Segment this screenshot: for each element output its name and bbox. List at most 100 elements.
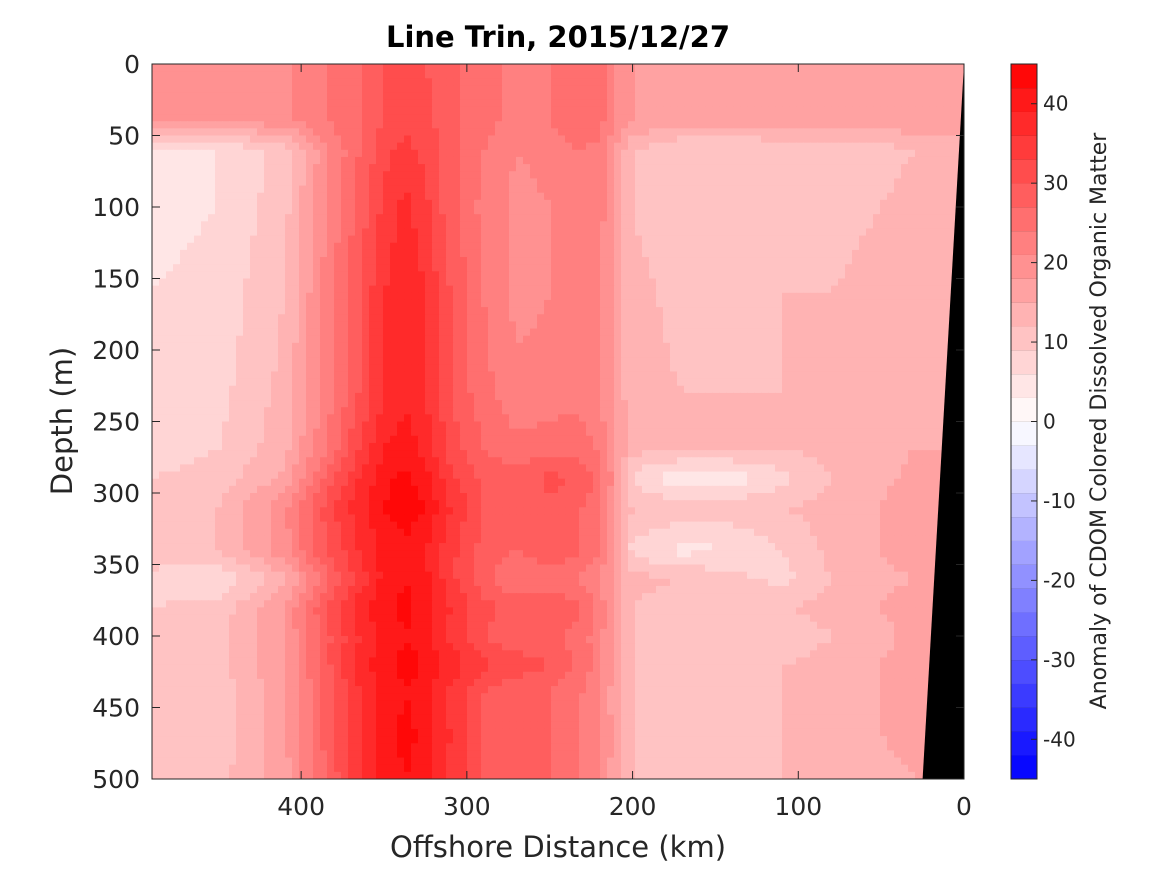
contour-cell <box>488 364 496 373</box>
contour-cell <box>348 299 356 308</box>
contour-cell <box>747 257 755 265</box>
contour-cell <box>607 264 615 272</box>
contour-cell <box>516 149 524 158</box>
contour-cell <box>677 249 685 258</box>
contour-cell <box>292 207 300 215</box>
contour-cell <box>845 214 853 222</box>
contour-cell <box>642 85 650 94</box>
contour-cell <box>558 99 566 108</box>
contour-cell <box>838 192 846 201</box>
contour-cell <box>418 357 426 365</box>
contour-cell <box>439 199 447 208</box>
contour-cell <box>824 64 832 72</box>
contour-cell <box>859 156 867 165</box>
contour-cell <box>271 106 279 115</box>
contour-cell <box>187 357 195 365</box>
contour-cell <box>348 264 356 272</box>
contour-cell <box>810 135 818 144</box>
contour-cell <box>446 342 454 351</box>
contour-cell <box>516 214 524 222</box>
contour-cell <box>432 171 440 179</box>
contour-cell <box>180 264 188 272</box>
contour-cell <box>222 292 230 301</box>
contour-cell <box>712 85 720 94</box>
contour-cell <box>173 242 181 251</box>
contour-cell <box>236 364 244 373</box>
contour-cell <box>495 228 503 237</box>
contour-cell <box>600 321 608 330</box>
contour-cell <box>859 235 867 244</box>
contour-cell <box>425 199 433 208</box>
contour-cell <box>425 335 433 344</box>
contour-cell <box>404 214 412 222</box>
contour-cell <box>474 121 482 129</box>
contour-cell <box>733 314 741 322</box>
contour-cell <box>586 192 594 201</box>
contour-cell <box>663 142 671 151</box>
contour-cell <box>866 350 874 358</box>
contour-cell <box>803 228 811 237</box>
contour-cell <box>180 85 188 94</box>
contour-cell <box>292 271 300 280</box>
contour-cell <box>285 64 293 72</box>
contour-cell <box>215 164 223 172</box>
contour-cell <box>215 235 223 244</box>
contour-cell <box>838 164 846 172</box>
contour-cell <box>166 199 174 208</box>
contour-cell <box>943 357 951 365</box>
contour-cell <box>425 171 433 179</box>
contour-cell <box>544 71 552 79</box>
contour-cell <box>593 171 601 179</box>
contour-cell <box>362 121 370 129</box>
contour-cell <box>495 114 503 122</box>
contour-cell <box>656 207 664 215</box>
contour-cell <box>159 192 167 201</box>
contour-cell <box>873 228 881 237</box>
contour-cell <box>495 164 503 172</box>
contour-cell <box>670 149 678 158</box>
contour-cell <box>383 342 391 351</box>
contour-cell <box>425 228 433 237</box>
contour-cell <box>152 342 160 351</box>
contour-cell <box>341 228 349 237</box>
contour-cell <box>376 207 384 215</box>
contour-cell <box>936 335 944 344</box>
contour-cell <box>614 164 622 172</box>
contour-cell <box>691 235 699 244</box>
contour-cell <box>425 214 433 222</box>
contour-cell <box>684 114 692 122</box>
contour-cell <box>649 128 657 137</box>
contour-cell <box>502 271 510 280</box>
contour-cell <box>439 271 447 280</box>
contour-cell <box>796 299 804 308</box>
contour-cell <box>159 128 167 137</box>
contour-cell <box>705 207 713 215</box>
contour-cell <box>761 71 769 79</box>
contour-cell <box>222 307 230 315</box>
contour-cell <box>789 171 797 179</box>
contour-cell <box>649 364 657 373</box>
contour-cell <box>908 71 916 79</box>
contour-cell <box>614 249 622 258</box>
contour-cell <box>362 99 370 108</box>
contour-cell <box>194 92 202 101</box>
contour-cell <box>915 249 923 258</box>
contour-cell <box>411 364 419 373</box>
contour-cell <box>411 264 419 272</box>
contour-cell <box>537 128 545 137</box>
contour-cell <box>551 114 559 122</box>
contour-cell <box>691 335 699 344</box>
contour-cell <box>782 314 790 322</box>
contour-cell <box>369 307 377 315</box>
contour-cell <box>453 142 461 151</box>
contour-cell <box>180 106 188 115</box>
contour-cell <box>747 357 755 365</box>
contour-cell <box>572 335 580 344</box>
contour-cell <box>523 142 531 151</box>
contour-cell <box>908 221 916 230</box>
contour-cell <box>453 92 461 101</box>
contour-cell <box>502 106 510 115</box>
contour-cell <box>936 271 944 280</box>
contour-cell <box>474 364 482 373</box>
contour-cell <box>880 264 888 272</box>
